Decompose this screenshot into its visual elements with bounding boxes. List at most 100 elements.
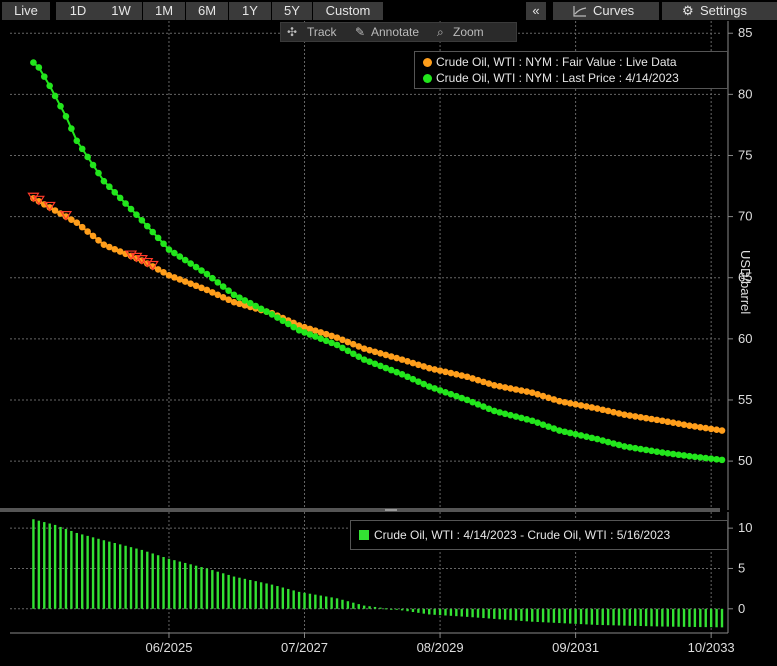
data-point	[637, 445, 644, 453]
bar	[48, 523, 51, 609]
bar	[460, 608, 463, 617]
data-point	[339, 344, 346, 352]
bar	[601, 608, 604, 626]
settings-button[interactable]: ⚙ Settings	[662, 2, 777, 20]
x-tick-label: 07/2027	[281, 640, 328, 655]
data-point	[534, 419, 541, 427]
data-point	[675, 451, 682, 459]
bar	[194, 565, 198, 609]
bar	[693, 608, 697, 627]
bar	[455, 608, 458, 617]
data-point	[474, 401, 482, 408]
data-point	[328, 332, 335, 340]
bar	[438, 608, 442, 616]
tab-1w[interactable]: 1W	[100, 2, 142, 20]
main-legend: Crude Oil, WTI : NYM : Fair Value : Live…	[414, 51, 728, 89]
tab-5y[interactable]: 5Y	[272, 2, 312, 20]
bar	[216, 571, 219, 609]
data-point	[583, 403, 590, 410]
data-point	[631, 413, 639, 420]
bar	[503, 608, 507, 620]
track-tool[interactable]: Track	[307, 25, 337, 39]
data-point	[664, 418, 672, 426]
tab-1d[interactable]: 1D	[56, 2, 100, 20]
data-point	[539, 421, 547, 428]
data-point	[176, 276, 184, 283]
data-point	[588, 434, 596, 442]
data-point	[160, 269, 167, 276]
data-point	[496, 383, 504, 390]
main-y-axis: 50 55 60 65 70 75 80 85	[727, 21, 752, 510]
data-point	[111, 189, 119, 196]
data-point	[257, 305, 265, 313]
tab-1y[interactable]: 1Y	[229, 2, 271, 20]
toolbar: Live 1D 1W 1M 6M 1Y 5Y Custom « Curves ⚙…	[0, 0, 777, 21]
bar	[211, 570, 214, 609]
data-point	[707, 455, 715, 462]
data-point	[556, 397, 563, 405]
tab-custom[interactable]: Custom	[313, 2, 383, 20]
panel-splitter[interactable]	[0, 508, 720, 512]
bar	[720, 608, 724, 628]
data-point	[100, 241, 108, 249]
y-tick-label: 50	[738, 453, 752, 468]
data-point	[68, 216, 75, 223]
last-price-legend-label: Crude Oil, WTI : NYM : Last Price : 4/14…	[436, 71, 679, 85]
bar	[487, 608, 491, 619]
data-point	[382, 351, 390, 359]
bar	[362, 605, 366, 609]
zoom-tool[interactable]: Zoom	[453, 25, 484, 39]
bar	[661, 608, 664, 627]
collapse-button[interactable]: «	[526, 2, 546, 20]
bar	[623, 608, 626, 626]
tab-1m[interactable]: 1M	[143, 2, 185, 20]
data-point	[198, 284, 205, 292]
data-point	[187, 280, 194, 287]
data-point	[225, 296, 232, 304]
data-point	[675, 420, 682, 427]
data-point	[111, 245, 119, 253]
data-point	[545, 394, 552, 402]
bar	[37, 520, 41, 609]
data-point	[425, 364, 433, 372]
bar	[97, 538, 100, 609]
fair-value-legend-label: Crude Oil, WTI : NYM : Fair Value : Live…	[436, 55, 677, 69]
annotate-tool[interactable]: Annotate	[371, 25, 420, 39]
bar	[520, 608, 523, 621]
bar	[428, 608, 431, 615]
data-point	[572, 401, 579, 408]
data-point	[154, 234, 162, 242]
bar	[639, 608, 642, 627]
bar	[368, 606, 371, 609]
data-point	[209, 274, 216, 282]
data-point	[474, 376, 482, 384]
data-point	[680, 452, 688, 459]
data-point	[198, 267, 205, 274]
bar	[498, 608, 501, 620]
data-point	[181, 278, 189, 285]
tab-live[interactable]: Live	[2, 2, 50, 20]
bar	[178, 561, 182, 609]
data-point	[317, 329, 325, 336]
curves-icon	[573, 6, 587, 17]
bar	[151, 553, 154, 609]
data-point	[344, 338, 352, 346]
data-point	[51, 207, 59, 214]
x-tick-label: 08/2029	[417, 640, 464, 655]
data-point	[686, 422, 693, 429]
bar	[514, 608, 518, 621]
data-point	[149, 228, 157, 236]
data-point	[458, 394, 466, 402]
bar	[585, 608, 588, 625]
data-point	[458, 372, 466, 379]
data-point	[322, 330, 330, 338]
bar	[276, 586, 279, 609]
curves-button[interactable]: Curves	[553, 2, 659, 20]
data-point	[664, 449, 672, 457]
data-point	[301, 323, 308, 331]
bar	[422, 608, 425, 614]
data-point	[490, 407, 498, 415]
marker-triangle	[43, 201, 56, 212]
tab-6m[interactable]: 6M	[186, 2, 228, 20]
